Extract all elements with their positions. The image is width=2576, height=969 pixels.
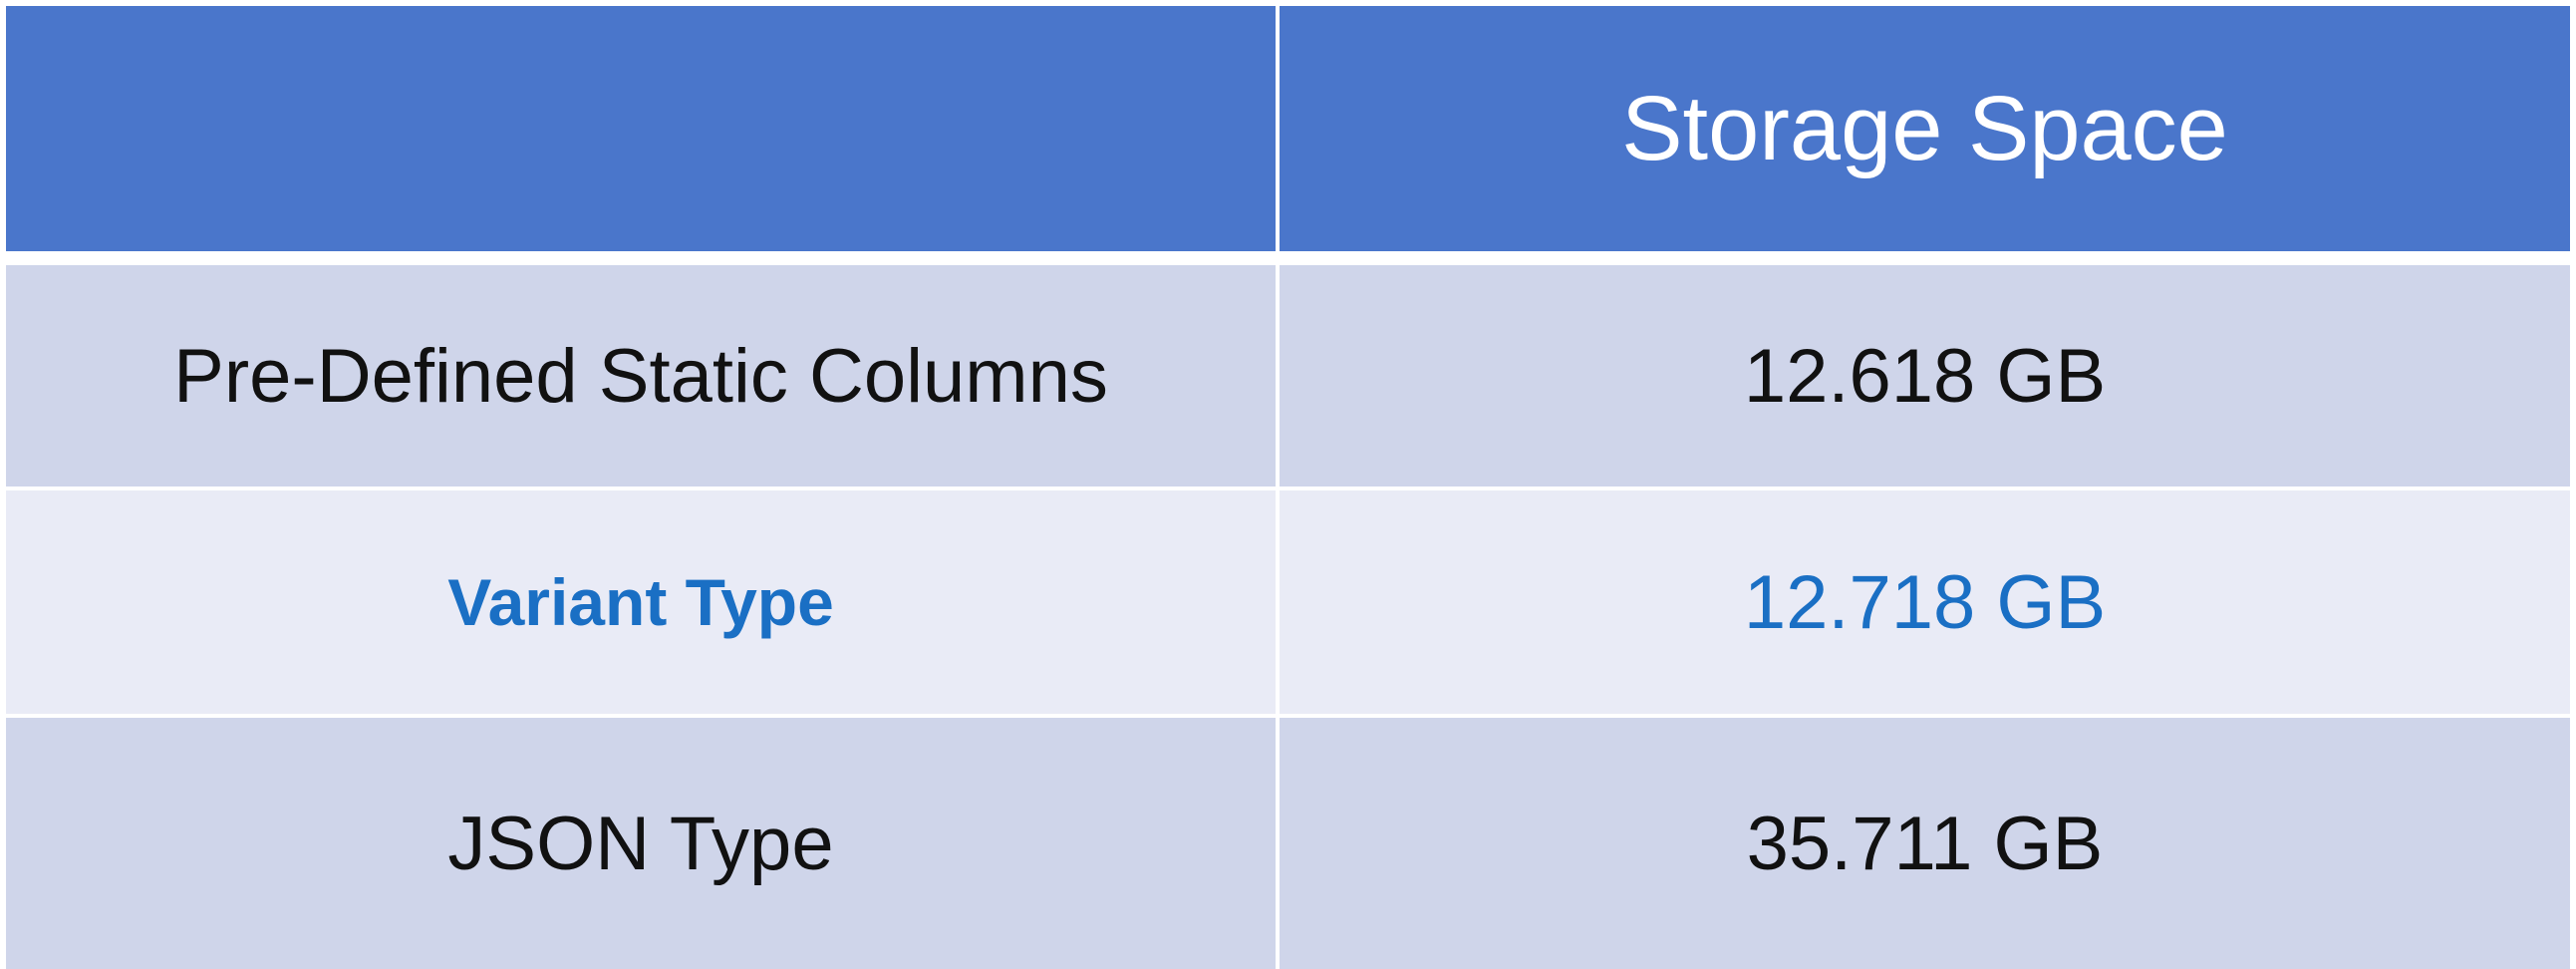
header-cell-storage-space: Storage Space xyxy=(1276,6,2570,251)
table-header-row: Storage Space xyxy=(6,6,2570,251)
row-value-static-columns: 12.618 GB xyxy=(1276,265,2570,486)
row-value-variant-type: 12.718 GB xyxy=(1276,490,2570,714)
row-label-json-type: JSON Type xyxy=(6,718,1276,969)
storage-comparison-table: Storage Space Pre-Defined Static Columns… xyxy=(6,6,2570,969)
table-row: Variant Type 12.718 GB xyxy=(6,486,2570,714)
table-row: JSON Type 35.711 GB xyxy=(6,714,2570,969)
row-label-static-columns: Pre-Defined Static Columns xyxy=(6,265,1276,486)
table-row: Pre-Defined Static Columns 12.618 GB xyxy=(6,265,2570,486)
header-cell-empty xyxy=(6,6,1276,251)
row-label-variant-type: Variant Type xyxy=(6,490,1276,714)
header-divider xyxy=(6,251,2570,265)
row-value-json-type: 35.711 GB xyxy=(1276,718,2570,969)
